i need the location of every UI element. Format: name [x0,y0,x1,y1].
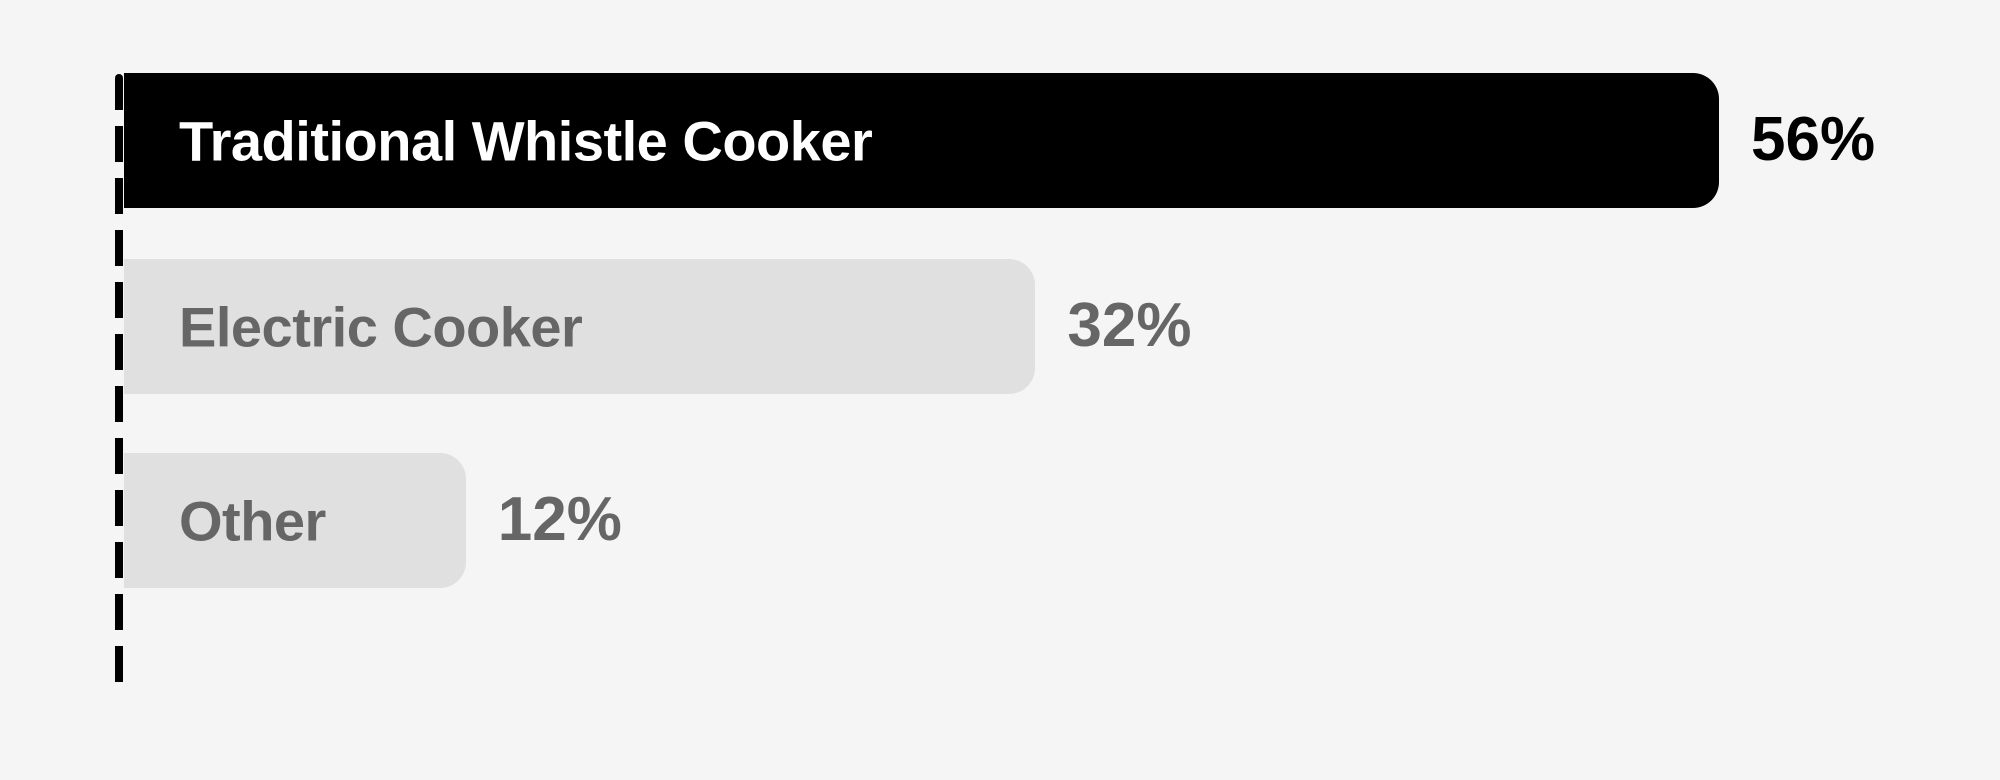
bar-label: Traditional Whistle Cooker [179,109,873,172]
bar-other [124,453,466,588]
value-label: 12% [497,484,622,554]
value-label: 56% [1751,104,1876,174]
value-label: 32% [1067,290,1192,360]
bar-electric-cooker [124,259,1036,394]
bar-traditional-whistle-cooker [124,73,1719,208]
bar-label: Electric Cooker [179,295,583,358]
dashed-baseline [115,74,123,688]
bar-label: Other [179,489,326,552]
